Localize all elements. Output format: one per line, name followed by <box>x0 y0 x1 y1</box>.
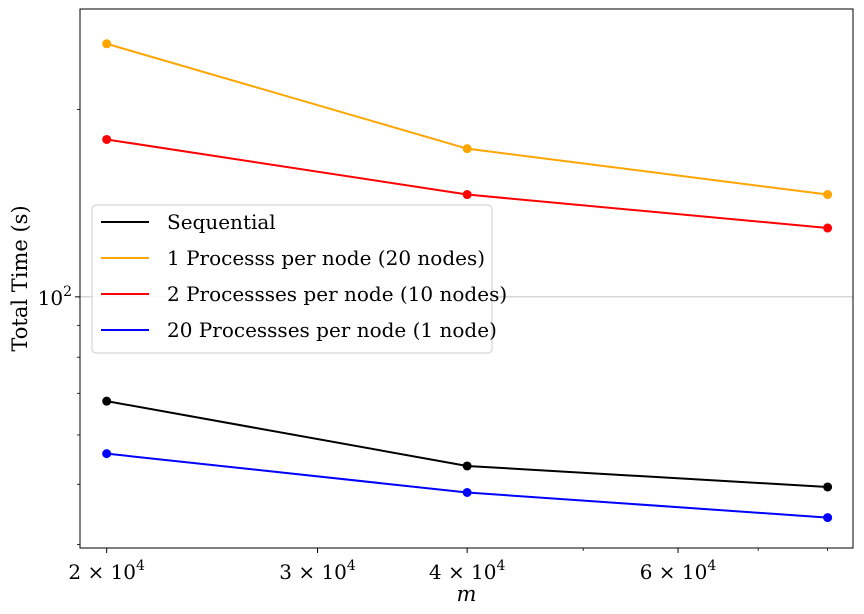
series-group <box>102 39 833 523</box>
data-point-1-0 <box>102 39 112 49</box>
data-point-2-1 <box>462 190 472 200</box>
x-axis-label: m <box>457 582 477 606</box>
data-point-0-0 <box>102 396 112 406</box>
x-tick-label-1: 3 × 104 <box>279 558 356 584</box>
y-axis-label: Total Time (s) <box>8 205 32 351</box>
series-3 <box>102 449 833 523</box>
x-tick-label-2: 4 × 104 <box>429 558 506 584</box>
legend-label-0: Sequential <box>167 210 276 234</box>
plot-area-frame <box>79 8 854 549</box>
data-point-3-1 <box>462 488 472 498</box>
legend: Sequential 1 Processs per node (20 nodes)… <box>91 204 507 354</box>
data-point-3-0 <box>102 449 112 459</box>
series-line-0 <box>106 400 828 488</box>
x-tick-label-0: 2 × 104 <box>68 558 145 584</box>
legend-label-1: 1 Processs per node (20 nodes) <box>167 246 485 270</box>
x-tick-label-3: 6 × 104 <box>640 558 717 584</box>
data-point-2-0 <box>102 134 112 144</box>
series-1 <box>102 39 833 200</box>
legend-label-3: 20 Processses per node (1 node) <box>167 318 497 342</box>
x-axis-ticks: 2 × 104 3 × 104 4 × 104 6 × 104 <box>68 548 829 584</box>
legend-box <box>91 204 493 354</box>
data-point-0-1 <box>462 461 472 471</box>
data-point-1-1 <box>462 144 472 154</box>
y-axis-ticks: 102 <box>38 109 80 545</box>
data-point-0-2 <box>823 482 833 492</box>
data-point-2-2 <box>823 223 833 233</box>
data-point-1-2 <box>823 190 833 200</box>
data-point-3-2 <box>823 513 833 523</box>
series-line-1 <box>106 42 828 196</box>
y-tick-label-0: 102 <box>38 284 72 310</box>
series-0 <box>102 396 833 492</box>
legend-label-2: 2 Processses per node (10 nodes) <box>167 282 507 306</box>
series-2 <box>102 134 833 233</box>
